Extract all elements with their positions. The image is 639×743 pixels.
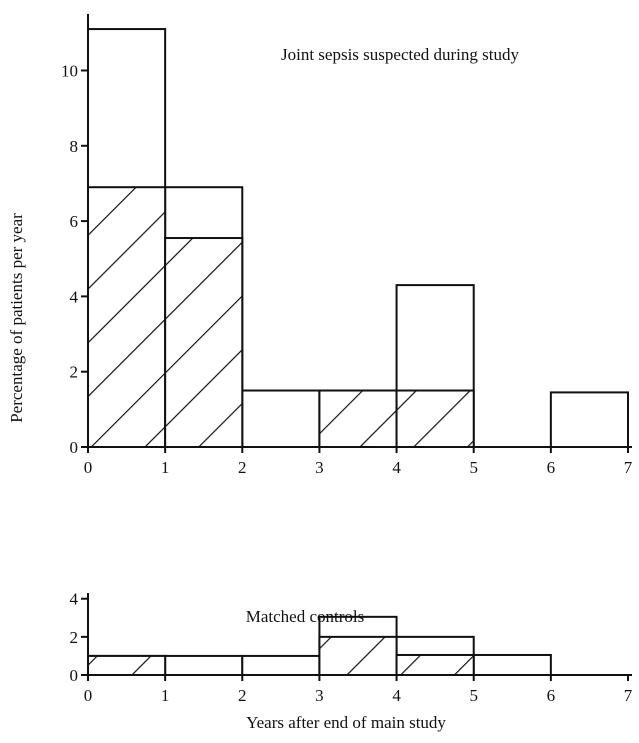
x-tick-label-2-7: 7 <box>624 686 633 705</box>
x-tick-label-1-2: 2 <box>238 458 247 477</box>
outline-bar-1-7 <box>549 391 629 449</box>
x-tick-label-2-3: 3 <box>315 686 324 705</box>
hatched-bar-1-1 <box>87 186 167 448</box>
y-axis-label: Percentage of patients per year <box>7 213 26 423</box>
hatched-bar-1-4 <box>318 389 398 448</box>
x-tick-label-1-0: 0 <box>84 458 93 477</box>
y-tick-label-2-4: 4 <box>70 590 79 609</box>
hatched-bar-1-2 <box>164 237 244 448</box>
outline-bar-2-6 <box>472 653 552 677</box>
y-tick-label-2-2: 2 <box>70 628 79 647</box>
hatched-bar-2-5 <box>395 653 475 677</box>
x-tick-label-2-4: 4 <box>392 686 401 705</box>
x-tick-label-1-3: 3 <box>315 458 324 477</box>
x-tick-label-2-5: 5 <box>469 686 478 705</box>
panel-title-1: Joint sepsis suspected during study <box>281 45 519 64</box>
x-tick-label-1-6: 6 <box>547 458 556 477</box>
y-tick-label-1-6: 6 <box>70 212 79 231</box>
x-tick-label-2-1: 1 <box>161 686 170 705</box>
chart-panel-2: 0 2 4 0 1 2 3 4 5 6 7 Matched controls <box>70 590 633 705</box>
hatched-bar-1-5 <box>395 389 475 448</box>
y-tick-label-1-10: 10 <box>61 61 78 80</box>
x-axis-label: Years after end of main study <box>246 713 446 732</box>
x-tick-label-2-0: 0 <box>84 686 93 705</box>
y-tick-label-2-0: 0 <box>70 666 79 685</box>
outline-bar-2-3 <box>241 654 321 677</box>
x-tick-label-1-5: 5 <box>469 458 478 477</box>
chart-panel-1: 0 2 4 6 8 10 0 1 2 3 4 5 6 7 Joint sepsis suspected du… <box>61 14 633 477</box>
x-tick-label-2-6: 6 <box>547 686 556 705</box>
hatched-bar-2-4 <box>318 635 398 677</box>
x-tick-label-1-1: 1 <box>161 458 170 477</box>
outline-bar-1-3 <box>241 389 321 448</box>
outline-bar-2-2 <box>164 654 244 677</box>
x-tick-label-1-4: 4 <box>392 458 401 477</box>
hatched-bar-2-1 <box>87 654 167 677</box>
x-tick-label-1-7: 7 <box>624 458 633 477</box>
panel-title-2: Matched controls <box>246 607 365 626</box>
x-tick-label-2-2: 2 <box>238 686 247 705</box>
y-tick-label-1-2: 2 <box>70 363 79 382</box>
y-tick-label-1-4: 4 <box>70 287 79 306</box>
y-tick-label-1-8: 8 <box>70 137 79 156</box>
y-tick-label-1-0: 0 <box>70 438 79 457</box>
